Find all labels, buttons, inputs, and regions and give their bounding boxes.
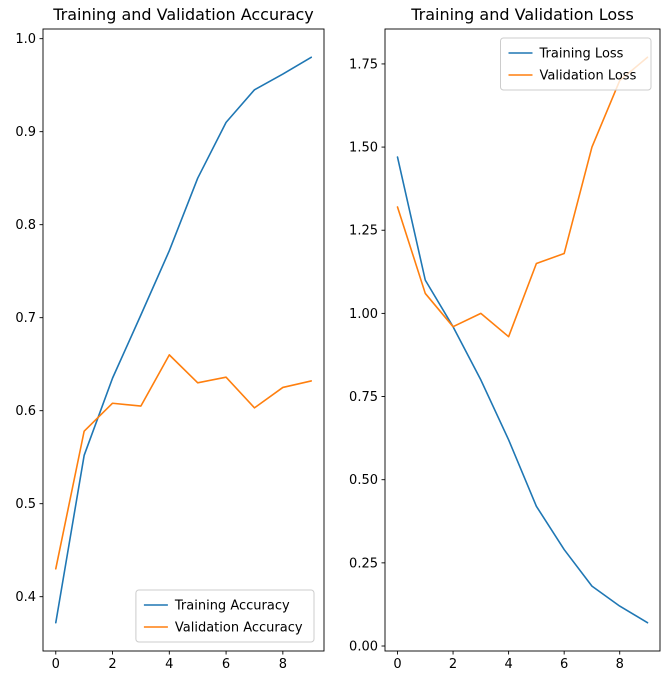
legend-label: Validation Accuracy (175, 621, 303, 636)
x-tick-label: 4 (165, 657, 173, 672)
y-tick-label: 0.50 (349, 473, 378, 488)
legend-frame (135, 589, 315, 643)
axes-frame (42, 28, 325, 652)
y-tick-label: 0.00 (349, 640, 378, 655)
x-tick-label: 8 (279, 657, 287, 672)
legend-label: Training Loss (539, 47, 624, 62)
y-tick-label: 1.00 (349, 307, 378, 322)
legend-label: Training Accuracy (174, 599, 290, 614)
y-tick-label: 1.50 (349, 141, 378, 156)
series-line-validation-accuracy (54, 354, 313, 570)
y-tick-label: 0.6 (15, 404, 36, 419)
y-tick-label: 1.25 (349, 224, 378, 239)
x-tick-label: 0 (393, 657, 401, 672)
series-line-training-loss (396, 156, 649, 624)
y-tick-label: 0.5 (15, 497, 36, 512)
x-tick-label: 2 (108, 657, 116, 672)
loss-chart-title: Training and Validation Loss (411, 5, 634, 24)
subplot-loss: Training and Validation Loss 0 2 4 6 8 0.00 0.… (345, 0, 671, 682)
legend-label: Validation Loss (540, 69, 637, 84)
y-tick-label: 0.7 (15, 311, 36, 326)
accuracy-chart-title: Training and Validation Accuracy (53, 5, 314, 24)
y-tick-label: 1.75 (349, 57, 378, 72)
x-tick-label: 6 (560, 657, 568, 672)
series-line-validation-loss (396, 56, 649, 338)
y-tick-label: 0.25 (349, 556, 378, 571)
axes-frame (384, 28, 661, 652)
y-tick-label: 0.8 (15, 218, 36, 233)
x-tick-label: 4 (504, 657, 512, 672)
series-line-training-accuracy (54, 56, 313, 624)
x-tick-label: 8 (616, 657, 624, 672)
y-tick-label: 1.0 (15, 32, 36, 47)
y-tick-label: 0.9 (15, 125, 36, 140)
legend-frame (500, 37, 652, 91)
subplot-accuracy: Training and Validation Accuracy 0 2 4 6 8 0.… (15, 5, 325, 672)
x-tick-label: 6 (222, 657, 230, 672)
y-tick-label: 0.75 (349, 390, 378, 405)
loss-chart: 0 2 4 6 8 0.00 0.25 0.50 0.75 1.00 1.25 1.50 1.75 Tra… (349, 28, 661, 672)
accuracy-chart: 0 2 4 6 8 0.4 0.5 0.6 0.7 0.8 0.9 1.0 Training Accur… (15, 28, 325, 672)
y-tick-label: 0.4 (15, 590, 36, 605)
x-tick-label: 2 (449, 657, 457, 672)
x-tick-label: 0 (52, 657, 60, 672)
